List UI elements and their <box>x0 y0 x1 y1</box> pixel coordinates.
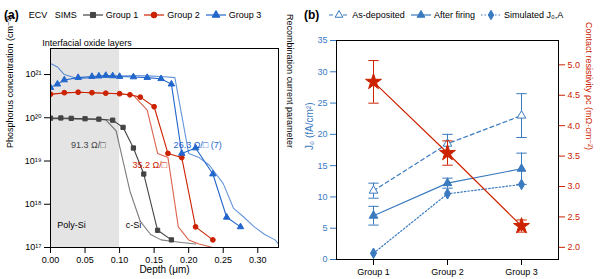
svg-text:4.5: 4.5 <box>568 90 581 100</box>
svg-text:35.2 Ω/□: 35.2 Ω/□ <box>133 160 168 170</box>
svg-text:91.3 Ω/□: 91.3 Ω/□ <box>71 140 106 150</box>
svg-text:Contact resistivity ρc (mΩ·cm⁻: Contact resistivity ρc (mΩ·cm⁻²) <box>584 22 594 150</box>
svg-text:Group 3: Group 3 <box>505 267 538 277</box>
svg-text:0.00: 0.00 <box>42 255 60 265</box>
svg-text:10²¹: 10²¹ <box>25 69 41 79</box>
svg-text:10²⁰: 10²⁰ <box>25 113 42 123</box>
svg-text:5: 5 <box>322 223 327 233</box>
svg-text:0.25: 0.25 <box>214 255 232 265</box>
svg-text:5.0: 5.0 <box>568 60 581 70</box>
svg-text:Poly-Si: Poly-Si <box>57 220 86 230</box>
svg-text:0.30: 0.30 <box>249 255 267 265</box>
svg-text:2.0: 2.0 <box>568 242 581 252</box>
svg-text:10: 10 <box>317 192 327 202</box>
svg-text:15: 15 <box>317 161 327 171</box>
svg-text:35: 35 <box>317 35 327 45</box>
svg-text:Depth (μm): Depth (μm) <box>139 264 189 275</box>
svg-text:25: 25 <box>317 98 327 108</box>
svg-text:3.5: 3.5 <box>568 151 581 161</box>
svg-text:c-Si: c-Si <box>126 220 141 230</box>
svg-text:30: 30 <box>317 67 327 77</box>
svg-text:J₀ (fA/cm²): J₀ (fA/cm²) <box>304 103 315 150</box>
svg-text:Group 2: Group 2 <box>431 267 464 277</box>
svg-text:26.3 Ω/□ (7): 26.3 Ω/□ (7) <box>174 140 222 150</box>
svg-text:0.05: 0.05 <box>76 255 94 265</box>
svg-text:10¹⁷: 10¹⁷ <box>25 242 41 252</box>
svg-text:20: 20 <box>317 129 327 139</box>
svg-text:Group 1: Group 1 <box>357 267 390 277</box>
svg-text:10¹⁹: 10¹⁹ <box>25 156 42 166</box>
svg-text:2.5: 2.5 <box>568 212 581 222</box>
svg-text:0.10: 0.10 <box>111 255 129 265</box>
svg-text:4.0: 4.0 <box>568 121 581 131</box>
svg-text:3.0: 3.0 <box>568 181 581 191</box>
svg-text:10¹⁸: 10¹⁸ <box>25 199 42 209</box>
svg-text:0: 0 <box>322 254 327 264</box>
svg-text:Recombination current paramete: Recombination current parameter <box>285 14 295 148</box>
svg-text:Interfacial oxide layers: Interfacial oxide layers <box>42 38 132 48</box>
svg-text:Phosphorus concentration (cm⁻³: Phosphorus concentration (cm⁻³) <box>5 15 15 148</box>
